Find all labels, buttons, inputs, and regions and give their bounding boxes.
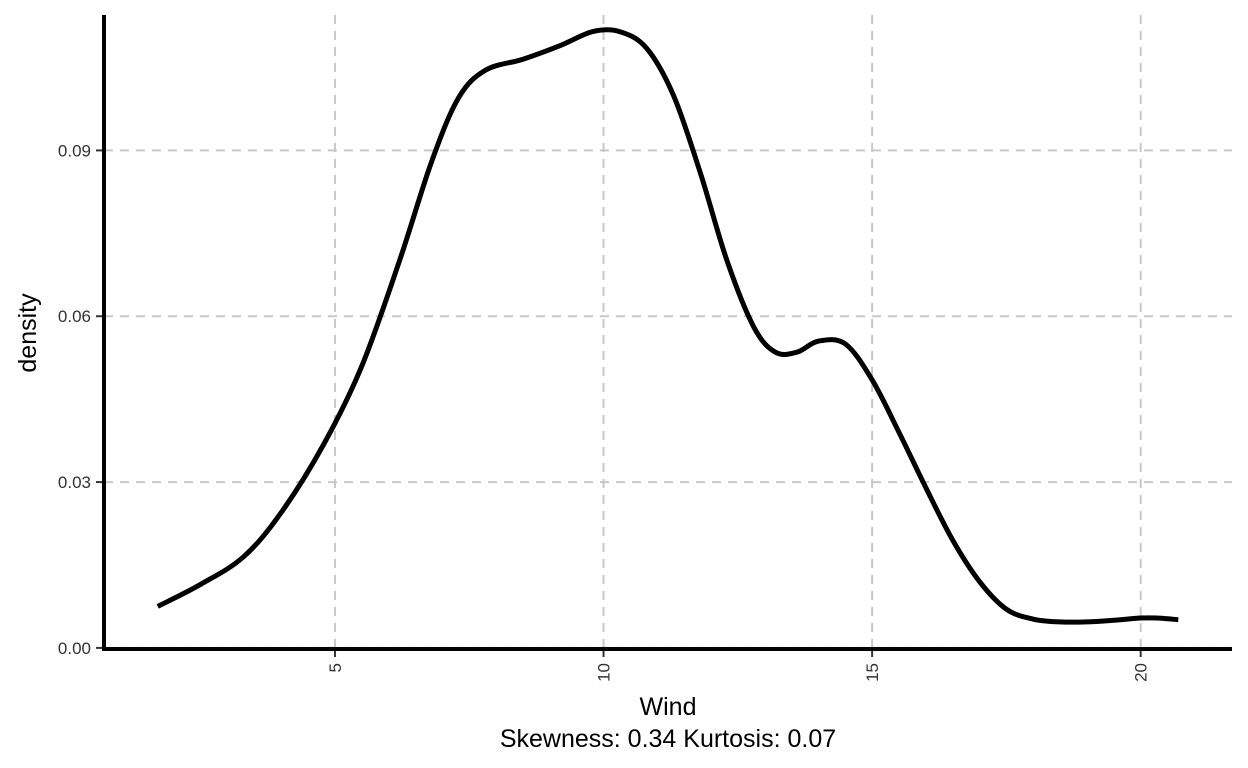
- y-tick-label-0: 0.00: [58, 639, 91, 658]
- y-tick-label-2: 0.06: [58, 307, 91, 326]
- y-tick-label-1: 0.03: [58, 473, 91, 492]
- x-axis-title: Wind: [640, 693, 697, 721]
- x-tick-label-2: 15: [863, 663, 882, 682]
- grid-lines: [104, 15, 1232, 649]
- y-tick-label-3: 0.09: [58, 141, 91, 160]
- chart-caption: Skewness: 0.34 Kurtosis: 0.07: [500, 725, 836, 753]
- axes: [102, 15, 1232, 651]
- density-curve-0: [156, 27, 1179, 625]
- y-axis-title: density: [14, 293, 42, 373]
- x-tick-label-0: 5: [326, 663, 345, 672]
- x-tick-label-1: 10: [595, 663, 614, 682]
- ticks: 0.00 0.03 0.06 0.09 5 10 15 20: [58, 141, 1151, 681]
- x-tick-label-3: 20: [1132, 663, 1151, 682]
- density-series: [156, 27, 1179, 625]
